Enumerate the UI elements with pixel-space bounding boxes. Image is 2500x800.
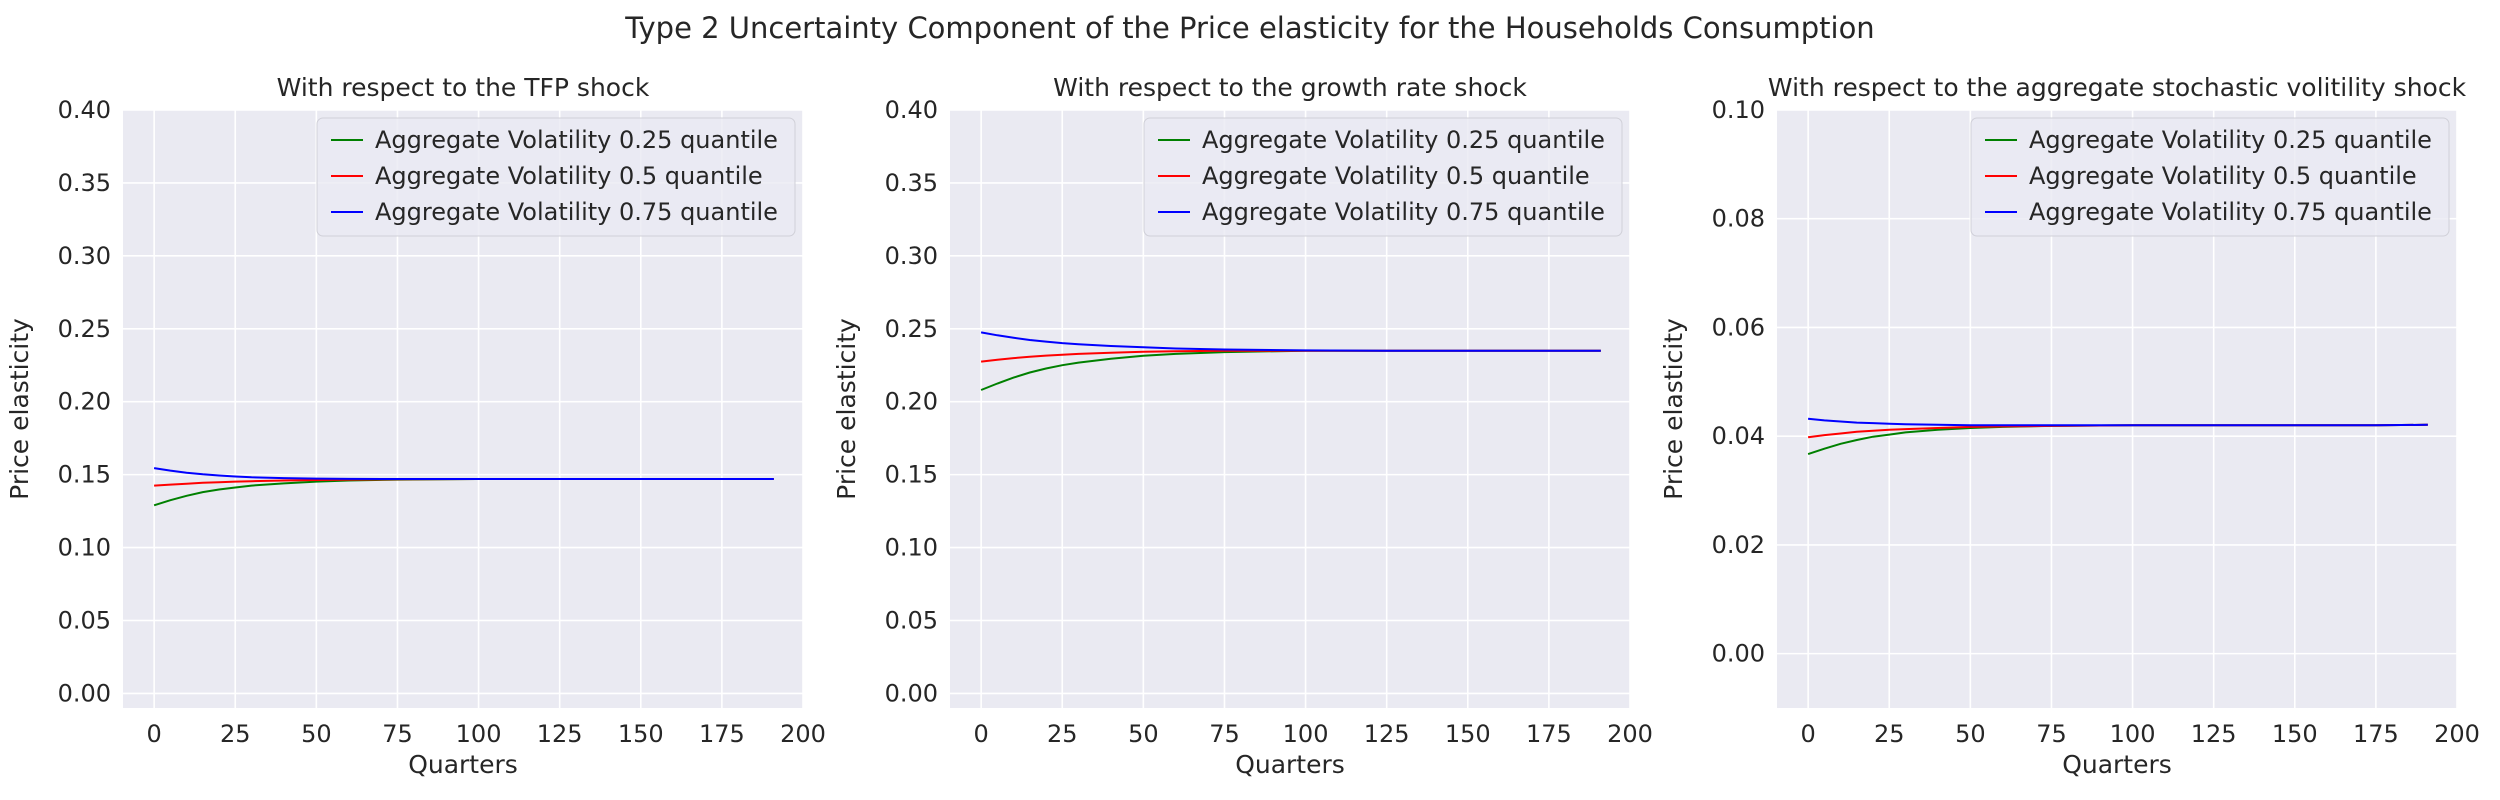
chart-1-ylabel: Price elasticity <box>5 318 34 500</box>
chart-2-xtick-6: 150 <box>1445 720 1491 748</box>
chart-2-legend-label-1: Aggregate Volatility 0.25 quantile <box>1202 126 1605 154</box>
chart-2-ytick-3: 0.15 <box>885 461 938 489</box>
chart-2-xtick-5: 125 <box>1364 720 1410 748</box>
chart-1-ytick-0: 0.00 <box>58 679 111 707</box>
chart-2-ytick-2: 0.10 <box>885 534 938 562</box>
chart-1-legend <box>316 117 796 237</box>
chart-2-xtick-7: 175 <box>1526 720 1572 748</box>
chart-2-legend <box>1143 117 1623 237</box>
chart-1-ytick-8: 0.40 <box>58 96 111 124</box>
chart-1-xtick-1: 25 <box>220 720 251 748</box>
chart-1-xtick-5: 125 <box>537 720 583 748</box>
chart-1-xlabel: Quarters <box>408 750 518 779</box>
chart-3-xtick-2: 50 <box>1955 720 1986 748</box>
chart-3-ytick-1: 0.02 <box>1712 531 1765 559</box>
chart-3-xtick-7: 175 <box>2353 720 2399 748</box>
chart-1-ytick-5: 0.25 <box>58 315 111 343</box>
chart-1-xtick-3: 75 <box>382 720 413 748</box>
chart-2-xtick-1: 25 <box>1047 720 1078 748</box>
chart-3-xtick-5: 125 <box>2191 720 2237 748</box>
chart-1-xtick-8: 200 <box>780 720 826 748</box>
chart-3-ytick-3: 0.06 <box>1712 313 1765 341</box>
chart-1-ytick-4: 0.20 <box>58 388 111 416</box>
chart-1-xtick-4: 100 <box>456 720 502 748</box>
chart-1-xtick-0: 0 <box>147 720 162 748</box>
chart-1-legend-label-1: Aggregate Volatility 0.25 quantile <box>375 126 778 154</box>
chart-2-ytick-6: 0.30 <box>885 242 938 270</box>
chart-1-series-3-line <box>153 467 774 480</box>
chart-2-ytick-0: 0.00 <box>885 679 938 707</box>
chart-1-legend-label-3: Aggregate Volatility 0.75 quantile <box>375 198 778 226</box>
chart-2-ylabel: Price elasticity <box>832 318 861 500</box>
chart-1-ytick-7: 0.35 <box>58 169 111 197</box>
chart-2-ytick-8: 0.40 <box>885 96 938 124</box>
chart-2-legend-label-2: Aggregate Volatility 0.5 quantile <box>1202 162 1590 190</box>
chart-1-legend-label-2: Aggregate Volatility 0.5 quantile <box>375 162 763 190</box>
chart-2-series-3-line <box>980 331 1601 352</box>
chart-2-xtick-0: 0 <box>974 720 989 748</box>
chart-3-ytick-5: 0.10 <box>1712 96 1765 124</box>
chart-1-ytick-1: 0.05 <box>58 606 111 634</box>
chart-3-legend-label-2: Aggregate Volatility 0.5 quantile <box>2029 162 2417 190</box>
chart-2-xtick-2: 50 <box>1128 720 1159 748</box>
chart-2: 0 25 50 75 100 125 150 175 200 0.00 0.05 0.10 0.15 0.… <box>832 73 1653 779</box>
chart-1-xtick-7: 175 <box>699 720 745 748</box>
chart-2-xlabel: Quarters <box>1235 750 1345 779</box>
chart-3-legend <box>1970 117 2450 237</box>
chart-3-xtick-4: 100 <box>2110 720 2156 748</box>
chart-3-title: With respect to the aggregate stochastic… <box>1768 73 2467 102</box>
chart-3-legend-label-1: Aggregate Volatility 0.25 quantile <box>2029 126 2432 154</box>
chart-1-xtick-6: 150 <box>618 720 664 748</box>
chart-3-series-3-line <box>1808 417 2428 427</box>
chart-3-xtick-3: 75 <box>2036 720 2067 748</box>
chart-2-xtick-8: 200 <box>1607 720 1653 748</box>
chart-1-title: With respect to the TFP shock <box>277 73 650 102</box>
chart-3-xtick-1: 25 <box>1874 720 1905 748</box>
chart-3-xlabel: Quarters <box>2062 750 2172 779</box>
chart-2-title: With respect to the growth rate shock <box>1053 73 1527 102</box>
chart-1-xtick-2: 50 <box>301 720 332 748</box>
chart-3-legend-label-3: Aggregate Volatility 0.75 quantile <box>2029 198 2432 226</box>
chart-2-ytick-4: 0.20 <box>885 388 938 416</box>
chart-2-ytick-7: 0.35 <box>885 169 938 197</box>
figure-title: Type 2 Uncertainty Component of the Pric… <box>624 11 1874 45</box>
chart-1-ytick-3: 0.15 <box>58 461 111 489</box>
chart-3-ytick-2: 0.04 <box>1712 422 1765 450</box>
chart-3-xtick-0: 0 <box>1801 720 1816 748</box>
chart-1-ytick-6: 0.30 <box>58 242 111 270</box>
chart-2-xtick-4: 100 <box>1283 720 1329 748</box>
chart-2-ytick-5: 0.25 <box>885 315 938 343</box>
chart-2-xtick-3: 75 <box>1209 720 1240 748</box>
chart-3: 0 25 50 75 100 125 150 175 200 0.00 0.02 0.04 0.06 0.… <box>1659 73 2480 779</box>
chart-3-xtick-8: 200 <box>2434 720 2480 748</box>
chart-1-ytick-2: 0.10 <box>58 534 111 562</box>
chart-3-ytick-4: 0.08 <box>1712 205 1765 233</box>
chart-3-ylabel: Price elasticity <box>1659 318 1688 500</box>
chart-2-legend-label-3: Aggregate Volatility 0.75 quantile <box>1202 198 1605 226</box>
chart-1: 0 25 50 75 100 125 150 175 200 0.00 0.05 0.10 0.15 0.… <box>5 73 826 779</box>
chart-3-ytick-0: 0.00 <box>1712 640 1765 668</box>
chart-2-ytick-1: 0.05 <box>885 606 938 634</box>
chart-3-xtick-6: 150 <box>2272 720 2318 748</box>
